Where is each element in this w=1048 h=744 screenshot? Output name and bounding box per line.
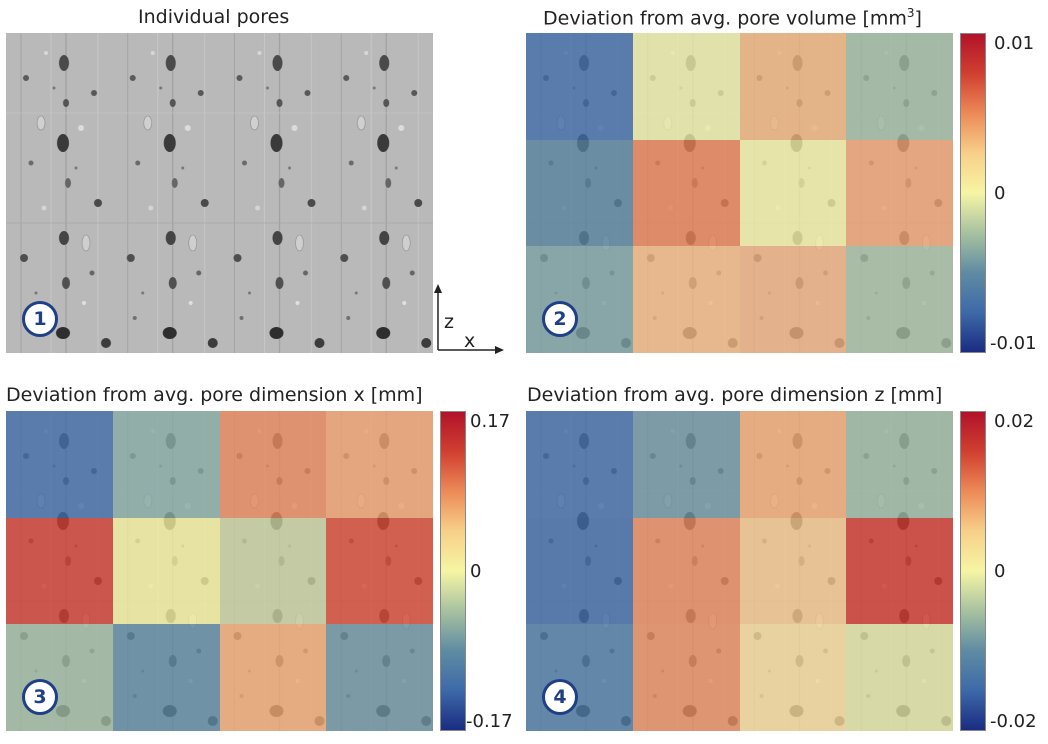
axis-z-label: z — [444, 311, 454, 333]
panel1-badge: 1 — [22, 301, 58, 337]
heatmap-cell — [739, 33, 847, 140]
panel4-colorbar-max: 0.02 — [994, 411, 1035, 432]
panel3-colorbar-max: 0.17 — [470, 411, 511, 432]
panel1-title: Individual pores — [138, 6, 290, 28]
heatmap-cell — [846, 624, 953, 731]
heatmap-cell — [739, 139, 847, 247]
panel3-colorbar-mid: 0 — [470, 561, 482, 582]
heatmap-cell — [219, 624, 327, 731]
axis-x-label: x — [464, 330, 475, 352]
panel4-badge: 4 — [542, 679, 578, 715]
heatmap-cell — [112, 624, 220, 731]
heatmap-cell — [846, 246, 953, 353]
axes-indicator: z x — [434, 284, 504, 354]
panel4-colorbar — [960, 411, 986, 731]
panel4-colorbar-min: -0.02 — [990, 711, 1037, 732]
heatmap-cell — [326, 411, 433, 518]
panel4-image: 4 — [526, 411, 953, 731]
panel3-heatmap — [6, 411, 433, 731]
heatmap-cell — [112, 411, 220, 518]
heatmap-cell — [219, 411, 327, 518]
panel2-image: 2 — [526, 33, 953, 353]
heatmap-cell — [632, 624, 740, 731]
heatmap-cell — [112, 517, 220, 625]
heatmap-cell — [326, 517, 433, 625]
panel1-image: 1 — [6, 33, 433, 353]
panel4-colorbar-mid: 0 — [994, 561, 1006, 582]
panel3-colorbar — [440, 411, 466, 731]
heatmap-cell — [739, 517, 847, 625]
heatmap-cell — [846, 33, 953, 140]
heatmap-cell — [526, 246, 633, 353]
heatmap-cell — [526, 624, 633, 731]
panel2-badge: 2 — [542, 301, 578, 337]
heatmap-cell — [739, 411, 847, 518]
panel4-heatmap — [526, 411, 953, 731]
heatmap-cell — [6, 411, 113, 518]
panel2-heatmap — [526, 33, 953, 353]
heatmap-cell — [846, 517, 953, 625]
heatmap-cell — [632, 139, 740, 247]
heatmap-cell — [632, 517, 740, 625]
heatmap-cell — [632, 411, 740, 518]
panel3-colorbar-min: -0.17 — [466, 711, 513, 732]
pore-texture — [6, 33, 433, 353]
panel2-colorbar-max: 0.01 — [994, 33, 1035, 54]
panel2-colorbar-mid: 0 — [994, 183, 1006, 204]
panel3-badge: 3 — [22, 679, 58, 715]
heatmap-cell — [6, 517, 113, 625]
heatmap-cell — [739, 246, 847, 353]
heatmap-cell — [219, 517, 327, 625]
heatmap-cell — [526, 33, 633, 140]
heatmap-cell — [326, 624, 433, 731]
panel3-title: Deviation from avg. pore dimension x [mm… — [6, 384, 423, 406]
panel4-title: Deviation from avg. pore dimension z [mm… — [527, 384, 943, 406]
panel2-title: Deviation from avg. pore volume [mm3] — [543, 6, 922, 30]
panel3-image: 3 — [6, 411, 433, 731]
heatmap-cell — [846, 139, 953, 247]
heatmap-cell — [739, 624, 847, 731]
heatmap-cell — [632, 246, 740, 353]
heatmap-cell — [526, 517, 633, 625]
heatmap-cell — [526, 411, 633, 518]
panel2-colorbar-min: -0.01 — [990, 333, 1037, 354]
heatmap-cell — [526, 139, 633, 247]
heatmap-cell — [6, 624, 113, 731]
heatmap-cell — [846, 411, 953, 518]
heatmap-cell — [632, 33, 740, 140]
panel2-colorbar — [960, 33, 986, 353]
